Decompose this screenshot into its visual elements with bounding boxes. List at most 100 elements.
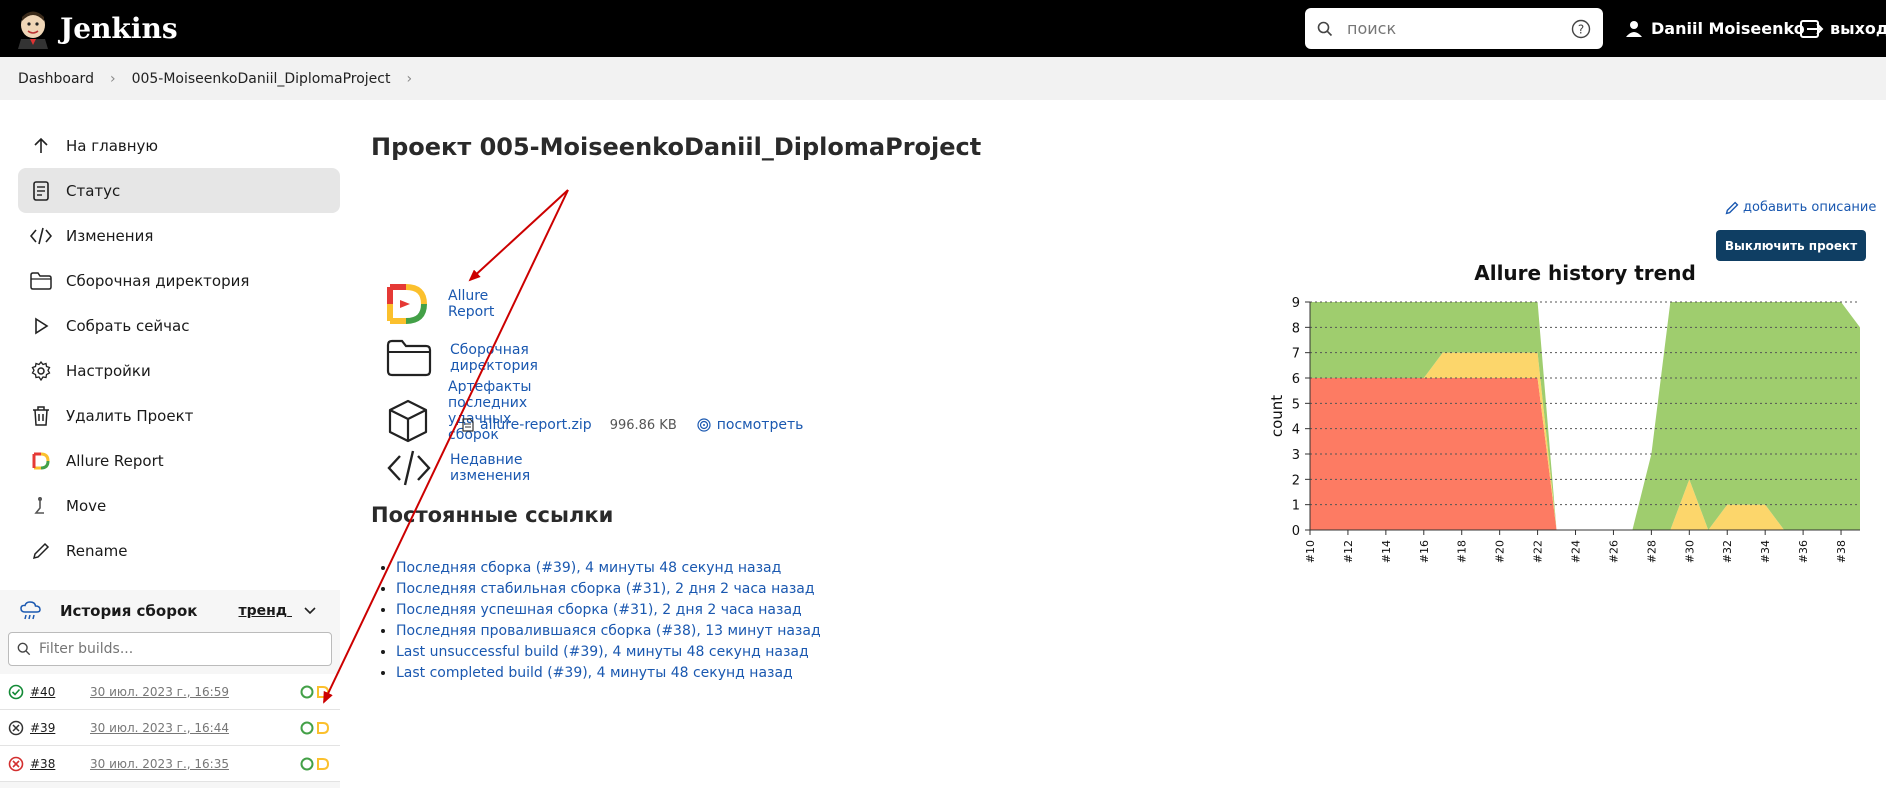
link-allure-report[interactable]: Allure Report — [386, 280, 502, 328]
permalink-last-failed[interactable]: Последняя провалившаяся сборка (#38), 13… — [396, 621, 821, 642]
add-description-label: добавить описание — [1743, 200, 1877, 215]
sidebar-item-rename[interactable]: Rename — [18, 528, 340, 573]
sidebar-item-changes[interactable]: Изменения — [18, 213, 340, 258]
sidebar: На главную Статус Изменения Сборочная ди… — [18, 123, 340, 573]
series-area-failed — [1310, 378, 1860, 530]
permalink-last-build[interactable]: Последняя сборка (#39), 4 минуты 48 секу… — [396, 558, 821, 579]
x-tick-label: #18 — [1456, 540, 1469, 563]
allure-history-trend-chart[interactable]: Allure history trend count 0 1 2 3 4 5 6 7 8 9 #10 #1… — [1268, 258, 1880, 568]
link-recent-changes[interactable]: Недавние изменения — [386, 444, 536, 492]
y-tick-label: 8 — [1292, 321, 1300, 336]
user-name: Daniil Moiseenko — [1651, 19, 1805, 38]
chevron-right-icon: › — [109, 70, 116, 87]
x-tick-label: #16 — [1418, 540, 1431, 563]
link-label[interactable]: Сборочная директория — [450, 342, 538, 374]
x-tick-label: #38 — [1835, 540, 1848, 563]
sidebar-item-label: На главную — [66, 136, 159, 155]
artifact-file-size: 996.86 KB — [609, 417, 677, 433]
sidebar-item-move[interactable]: Move — [18, 483, 340, 528]
build-date[interactable]: 30 июл. 2023 г., 16:35 — [90, 756, 229, 771]
jenkins-logo[interactable]: Jenkins — [16, 9, 178, 49]
build-number[interactable]: #40 — [30, 684, 56, 699]
build-row[interactable]: #39 30 июл. 2023 г., 16:44 — [0, 710, 340, 746]
sidebar-item-delete-project[interactable]: Удалить Проект — [18, 393, 340, 438]
permalinks-title: Постоянные ссылки — [371, 503, 614, 527]
view-label: посмотреть — [716, 417, 804, 433]
y-tick-label: 5 — [1292, 397, 1300, 412]
sidebar-item-label: Удалить Проект — [66, 406, 194, 425]
chevron-right-icon[interactable]: › — [406, 70, 413, 87]
console-ring-icon[interactable] — [300, 757, 314, 771]
sidebar-item-status[interactable]: Статус — [18, 168, 340, 213]
y-tick-label: 0 — [1292, 524, 1300, 539]
filter-builds-input[interactable] — [39, 641, 309, 657]
allure-icon — [30, 450, 52, 472]
build-date[interactable]: 30 июл. 2023 г., 16:59 — [90, 684, 229, 699]
artifact-file-link[interactable]: allure-report.zip — [480, 417, 592, 433]
trend-link[interactable]: тренд — [239, 603, 317, 619]
breadcrumb-dashboard[interactable]: Dashboard — [18, 70, 94, 87]
link-label[interactable]: Недавние изменения — [450, 452, 531, 484]
fingerprint-icon — [697, 418, 711, 432]
build-date[interactable]: 30 июл. 2023 г., 16:44 — [90, 720, 229, 735]
y-axis-label: count — [1268, 395, 1286, 437]
build-row[interactable]: #40 30 июл. 2023 г., 16:59 — [0, 674, 340, 710]
build-history-panel: История сборок тренд #40 30 июл. 2023 г.… — [0, 590, 340, 788]
build-row[interactable]: #38 30 июл. 2023 г., 16:35 — [0, 746, 340, 782]
sidebar-item-label: Статус — [66, 181, 121, 200]
trend-label: тренд — [238, 603, 288, 619]
sidebar-item-settings[interactable]: Настройки — [18, 348, 340, 393]
permalink-last-stable[interactable]: Последняя стабильная сборка (#31), 2 дня… — [396, 579, 821, 600]
artifact-file-row: allure-report.zip 996.86 KB посмотреть — [462, 417, 803, 433]
add-description-link[interactable]: добавить описание — [1725, 200, 1876, 215]
disable-project-button[interactable]: Выключить проект — [1716, 230, 1866, 261]
search-icon — [1317, 21, 1333, 36]
fingerprint-view-link[interactable]: посмотреть — [697, 417, 804, 433]
link-label[interactable]: Allure Report — [448, 288, 495, 320]
aborted-status-icon — [8, 720, 24, 735]
build-history-header: История сборок тренд — [0, 590, 340, 632]
allure-icon[interactable] — [316, 757, 330, 771]
chart-title: Allure history trend — [1474, 261, 1696, 285]
search-input[interactable] — [1347, 19, 1567, 38]
console-ring-icon[interactable] — [300, 721, 314, 735]
sidebar-item-build-now[interactable]: Собрать сейчас — [18, 303, 340, 348]
weather-cloud-icon — [20, 601, 41, 620]
build-number[interactable]: #38 — [30, 756, 56, 771]
x-tick-label: #22 — [1532, 540, 1545, 563]
trash-icon — [30, 405, 52, 427]
allure-icon[interactable] — [316, 721, 330, 735]
permalink-last-successful[interactable]: Последняя успешная сборка (#31), 2 дня 2… — [396, 600, 821, 621]
filter-builds[interactable] — [8, 632, 332, 666]
permalink-last-completed[interactable]: Last completed build (#39), 4 минуты 48 … — [396, 663, 821, 684]
y-tick-label: 9 — [1292, 296, 1300, 311]
failed-status-icon — [8, 756, 24, 771]
x-tick-label: #32 — [1721, 540, 1734, 563]
logout-link[interactable]: выход — [1800, 0, 1886, 57]
code-icon — [30, 225, 52, 247]
sidebar-item-workspace[interactable]: Сборочная директория — [18, 258, 340, 303]
search-box[interactable]: ? — [1305, 8, 1603, 49]
link-label[interactable]: Артефакты последних удачных сборок — [448, 379, 532, 443]
sidebar-item-allure-report[interactable]: Allure Report — [18, 438, 340, 483]
app-name: Jenkins — [60, 12, 178, 45]
logout-label: выход — [1830, 19, 1886, 38]
permalink-last-unsuccessful[interactable]: Last unsuccessful build (#39), 4 минуты … — [396, 642, 821, 663]
sidebar-item-home[interactable]: На главную — [18, 123, 340, 168]
play-icon — [30, 315, 52, 337]
console-ring-icon[interactable] — [300, 685, 314, 699]
build-number[interactable]: #39 — [30, 720, 56, 735]
user-menu[interactable]: Daniil Moiseenko — [1625, 0, 1805, 57]
y-tick-label: 6 — [1292, 372, 1300, 387]
build-actions — [300, 685, 330, 699]
x-tick-label: #36 — [1797, 540, 1810, 563]
allure-icon — [386, 280, 430, 328]
breadcrumb-project[interactable]: 005-MoiseenkoDaniil_DiplomaProject — [131, 70, 391, 87]
help-icon[interactable]: ? — [1571, 19, 1591, 39]
page-title: Проект 005-MoiseenkoDaniil_DiplomaProjec… — [371, 133, 982, 161]
folder-icon — [30, 270, 52, 292]
link-workspace[interactable]: Сборочная директория — [386, 334, 544, 382]
sidebar-item-label: Allure Report — [66, 451, 164, 470]
allure-icon[interactable] — [316, 685, 330, 699]
sidebar-item-label: Изменения — [66, 226, 154, 245]
